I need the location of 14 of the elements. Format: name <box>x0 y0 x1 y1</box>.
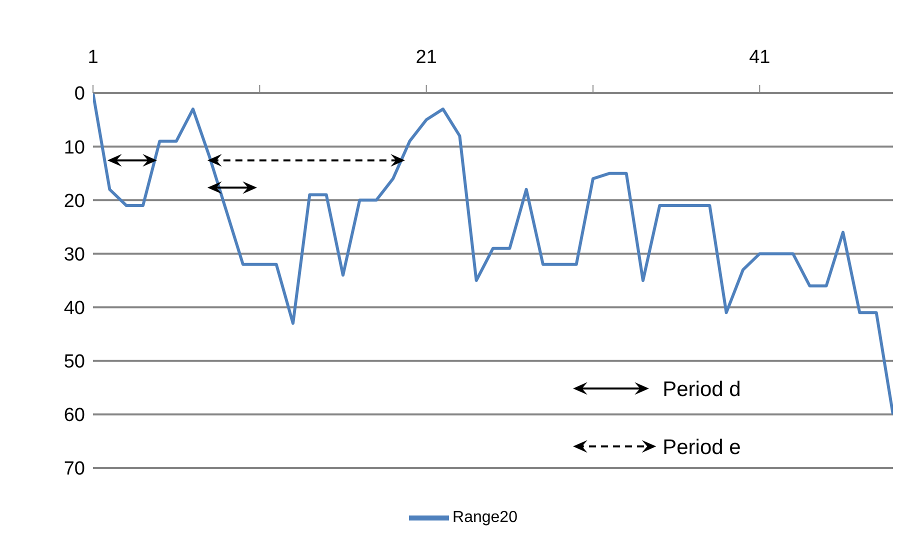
x-tick-label: 41 <box>749 47 770 68</box>
y-tick-label: 60 <box>64 405 85 426</box>
annotation: Period d <box>662 378 741 401</box>
legend-label: Range20 <box>452 509 518 526</box>
y-tick-label: 70 <box>64 458 85 480</box>
y-tick-label: 40 <box>64 298 85 320</box>
annotation: Period e <box>662 436 741 459</box>
y-tick-label: 20 <box>64 190 85 212</box>
y-tick-label: 30 <box>64 244 85 266</box>
y-tick-label: 0 <box>74 84 85 105</box>
x-tick-label: 1 <box>88 47 98 68</box>
y-tick-label: 50 <box>64 352 85 373</box>
y-tick-label: 10 <box>64 137 85 158</box>
x-tick-label: 21 <box>416 47 437 68</box>
